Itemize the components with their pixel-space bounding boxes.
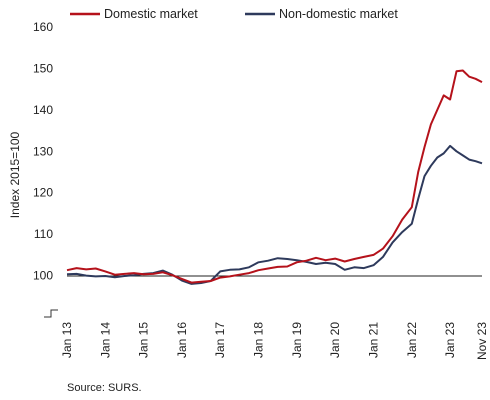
y-tick-label: 100: [33, 269, 53, 283]
x-tick-label: Jan 23: [443, 322, 457, 358]
y-axis: 160 150 140 130 120 110 100: [33, 20, 53, 283]
source-note: Source: SURS.: [67, 382, 142, 394]
x-tick-label: Jan 15: [137, 322, 151, 358]
y-axis-break-icon: [44, 309, 58, 318]
x-tick-label: Jan 18: [252, 322, 266, 358]
y-tick-label: 110: [34, 227, 53, 241]
legend: Domestic market Non-domestic market: [70, 7, 398, 21]
y-tick-label: 130: [33, 144, 53, 158]
x-axis: Jan 13 Jan 14 Jan 15 Jan 16 Jan 17 Jan 18 Jan …: [60, 322, 489, 360]
y-tick-label: 140: [33, 103, 53, 117]
x-tick-label: Jan 17: [213, 322, 227, 358]
x-tick-label: Nov 23: [475, 322, 489, 360]
y-tick-label: 150: [33, 61, 53, 75]
x-tick-label: Jan 14: [98, 322, 112, 358]
y-tick-label: 120: [33, 186, 53, 200]
y-axis-label: Index 2015=100: [8, 131, 22, 218]
x-tick-label: Jan 20: [328, 322, 342, 358]
x-tick-label: Jan 13: [60, 322, 74, 358]
x-tick-label: Jan 16: [175, 322, 189, 358]
y-tick-label: 160: [33, 20, 53, 34]
x-tick-label: Jan 22: [405, 322, 419, 358]
x-tick-label: Jan 21: [366, 322, 380, 358]
x-tick-label: Jan 19: [290, 322, 304, 358]
legend-label-domestic: Domestic market: [104, 7, 198, 21]
legend-label-non-domestic: Non-domestic market: [279, 7, 398, 21]
series-layer: [66, 69, 483, 285]
series-line-domestic-market: [66, 69, 483, 284]
